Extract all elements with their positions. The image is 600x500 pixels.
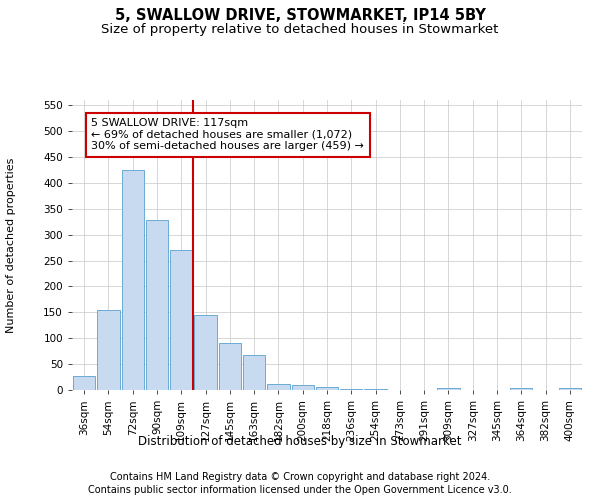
Bar xyxy=(194,315,217,390)
Text: Contains public sector information licensed under the Open Government Licence v3: Contains public sector information licen… xyxy=(88,485,512,495)
Text: 5, SWALLOW DRIVE, STOWMARKET, IP14 5BY: 5, SWALLOW DRIVE, STOWMARKET, IP14 5BY xyxy=(115,8,485,22)
Bar xyxy=(316,388,338,390)
Bar xyxy=(97,310,119,390)
Bar xyxy=(510,388,532,390)
Bar xyxy=(559,388,581,390)
Bar xyxy=(170,250,193,390)
Bar xyxy=(243,355,265,390)
Bar xyxy=(73,376,95,390)
Bar xyxy=(218,344,241,390)
Bar xyxy=(267,384,290,390)
Bar xyxy=(437,388,460,390)
Bar xyxy=(292,385,314,390)
Text: Number of detached properties: Number of detached properties xyxy=(6,158,16,332)
Bar xyxy=(146,220,168,390)
Bar xyxy=(340,389,362,390)
Text: Contains HM Land Registry data © Crown copyright and database right 2024.: Contains HM Land Registry data © Crown c… xyxy=(110,472,490,482)
Text: 5 SWALLOW DRIVE: 117sqm
← 69% of detached houses are smaller (1,072)
30% of semi: 5 SWALLOW DRIVE: 117sqm ← 69% of detache… xyxy=(91,118,364,152)
Bar xyxy=(122,170,144,390)
Text: Distribution of detached houses by size in Stowmarket: Distribution of detached houses by size … xyxy=(138,435,462,448)
Text: Size of property relative to detached houses in Stowmarket: Size of property relative to detached ho… xyxy=(101,22,499,36)
